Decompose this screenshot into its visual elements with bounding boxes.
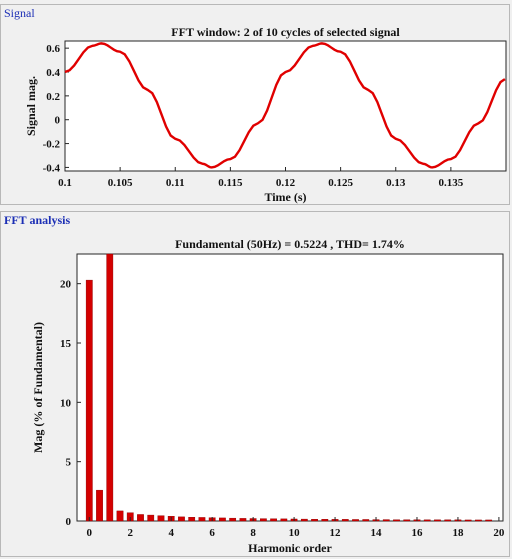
harmonic-bar bbox=[106, 253, 114, 522]
x-tick-label: 12 bbox=[330, 527, 342, 539]
harmonic-bar bbox=[362, 519, 370, 522]
x-tick-label: 18 bbox=[452, 527, 464, 539]
x-tick-label: 16 bbox=[411, 527, 423, 539]
y-tick-label: 5 bbox=[66, 457, 72, 469]
harmonic-bar bbox=[219, 517, 226, 522]
harmonic-bar bbox=[137, 514, 144, 522]
harmonic-bar bbox=[434, 519, 441, 522]
fft-panel-title: FFT analysis bbox=[4, 213, 71, 227]
harmonic-bar bbox=[475, 519, 482, 522]
harmonic-bar bbox=[260, 518, 267, 522]
chart-title: FFT window: 2 of 10 cycles of selected s… bbox=[171, 25, 400, 39]
harmonic-bar bbox=[270, 518, 277, 522]
harmonic-bar bbox=[280, 518, 288, 522]
harmonic-bar bbox=[96, 489, 103, 522]
x-axis-label: Harmonic order bbox=[248, 541, 332, 555]
y-tick-label: 0 bbox=[66, 516, 72, 528]
y-axis-label: Signal mag. bbox=[24, 76, 38, 136]
x-tick-label: 8 bbox=[250, 527, 256, 539]
x-tick-label: 2 bbox=[128, 527, 134, 539]
harmonic-bar bbox=[147, 514, 155, 522]
harmonic-bar bbox=[393, 519, 400, 522]
harmonic-bar bbox=[485, 519, 493, 522]
x-tick-label: 0.135 bbox=[439, 177, 464, 189]
y-tick-label: 0.4 bbox=[46, 67, 60, 79]
y-tick-label: 15 bbox=[60, 338, 72, 350]
y-tick-label: -0.4 bbox=[43, 162, 61, 174]
harmonic-bar bbox=[444, 519, 452, 522]
harmonic-bar bbox=[85, 279, 93, 522]
harmonic-bar bbox=[311, 519, 318, 522]
harmonic-bar bbox=[300, 518, 308, 522]
harmonic-bar bbox=[403, 519, 411, 522]
harmonic-bar bbox=[464, 519, 472, 522]
y-tick-label: 20 bbox=[60, 279, 72, 291]
y-tick-label: -0.2 bbox=[43, 139, 61, 151]
harmonic-bar bbox=[178, 516, 185, 522]
harmonic-bar bbox=[382, 519, 390, 522]
y-tick-label: 0.2 bbox=[46, 91, 60, 103]
x-tick-label: 14 bbox=[371, 527, 383, 539]
plot-area bbox=[76, 253, 504, 522]
harmonic-bar bbox=[116, 510, 124, 522]
chart-title: Fundamental (50Hz) = 0.5224 , THD= 1.74% bbox=[175, 237, 405, 251]
x-tick-label: 6 bbox=[209, 527, 215, 539]
y-axis-label: Mag (% of Fundamental) bbox=[31, 322, 45, 453]
harmonic-bar bbox=[188, 517, 196, 522]
x-tick-label: 0.13 bbox=[386, 177, 406, 189]
x-tick-label: 10 bbox=[289, 527, 301, 539]
y-tick-label: 0.6 bbox=[46, 43, 60, 55]
harmonic-bar bbox=[352, 519, 359, 522]
harmonic-bar bbox=[198, 517, 206, 522]
fft-chart: Fundamental (50Hz) = 0.5224 , THD= 1.74%… bbox=[31, 237, 505, 555]
signal-series-line bbox=[64, 42, 506, 169]
x-tick-label: 0.1 bbox=[58, 177, 72, 189]
x-tick-label: 0.125 bbox=[328, 177, 353, 189]
harmonic-bar bbox=[341, 519, 349, 522]
fft-panel: FFT analysis Fundamental (50Hz) = 0.5224… bbox=[0, 211, 510, 557]
x-tick-label: 0.12 bbox=[276, 177, 296, 189]
x-tick-label: 0.105 bbox=[108, 177, 133, 189]
signal-panel-title: Signal bbox=[4, 6, 35, 20]
x-tick-label: 0 bbox=[87, 527, 93, 539]
x-tick-label: 20 bbox=[493, 527, 505, 539]
harmonic-bar bbox=[423, 519, 431, 522]
plot-area bbox=[64, 40, 507, 172]
harmonic-bar bbox=[157, 515, 165, 522]
x-tick-label: 0.11 bbox=[166, 177, 185, 189]
y-tick-label: 0 bbox=[55, 115, 61, 127]
signal-panel: Signal FFT window: 2 of 10 cycles of sel… bbox=[0, 4, 510, 205]
harmonic-bar bbox=[239, 518, 247, 522]
harmonic-bar bbox=[321, 519, 329, 522]
x-tick-label: 0.115 bbox=[218, 177, 243, 189]
x-tick-label: 4 bbox=[168, 527, 174, 539]
x-axis-label: Time (s) bbox=[264, 190, 306, 204]
y-tick-label: 10 bbox=[60, 397, 72, 409]
harmonic-bar bbox=[229, 517, 237, 522]
signal-chart: FFT window: 2 of 10 cycles of selected s… bbox=[24, 25, 507, 204]
